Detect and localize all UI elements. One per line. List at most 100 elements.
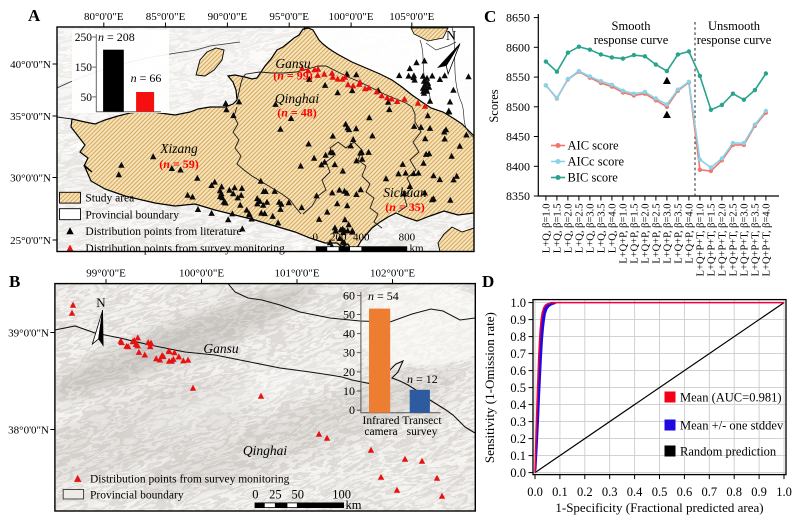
svg-text:L+Q+P, β=3.5: L+Q+P, β=3.5: [674, 204, 685, 264]
svg-text:Distribution points from surve: Distribution points from survey monitori…: [90, 473, 290, 485]
svg-text:L+Q+P+T, β=1.0: L+Q+P+T, β=1.0: [696, 204, 707, 277]
svg-text:0.7: 0.7: [510, 347, 526, 361]
svg-text:8350: 8350: [506, 189, 530, 203]
svg-text:Provincial boundary: Provincial boundary: [90, 489, 184, 501]
svg-text:L+Q+P+T, β=1.5: L+Q+P+T, β=1.5: [707, 204, 718, 277]
svg-text:response curve: response curve: [697, 33, 772, 47]
svg-text:99°0'0"E: 99°0'0"E: [86, 268, 126, 280]
svg-text:105°0'0"E: 105°0'0"E: [389, 11, 434, 23]
svg-text:L+Q, β=2.5: L+Q, β=2.5: [575, 204, 586, 254]
svg-text:250: 250: [75, 32, 93, 44]
svg-text:90°0'0"E: 90°0'0"E: [208, 11, 248, 23]
svg-text:100°0'0"E: 100°0'0"E: [179, 268, 224, 280]
svg-text:0.6: 0.6: [677, 485, 693, 499]
svg-text:8500: 8500: [506, 100, 530, 114]
svg-text:200: 200: [330, 231, 347, 243]
svg-text:0.8: 0.8: [510, 330, 526, 344]
svg-text:n = 66: n = 66: [131, 71, 162, 85]
svg-text:0.9: 0.9: [510, 313, 526, 327]
svg-text:Distribution points from surve: Distribution points from survey monitori…: [85, 243, 285, 255]
svg-text:0.9: 0.9: [751, 485, 767, 499]
svg-text:8650: 8650: [506, 11, 530, 25]
svg-text:Mean (AUC=0.981): Mean (AUC=0.981): [680, 390, 781, 404]
svg-text:50: 50: [343, 308, 355, 322]
svg-text:40°0'0"N: 40°0'0"N: [10, 59, 51, 71]
svg-text:L+Q, β=1.5: L+Q, β=1.5: [553, 204, 564, 254]
svg-text:Xizang: Xizang: [159, 141, 198, 156]
svg-text:N: N: [96, 295, 106, 310]
svg-text:100: 100: [332, 488, 351, 502]
svg-text:0.4: 0.4: [627, 485, 643, 499]
svg-text:survey: survey: [407, 426, 438, 438]
svg-text:L+Q+P, β=4.0: L+Q+P, β=4.0: [685, 204, 696, 264]
svg-text:L+Q, β=1.0: L+Q, β=1.0: [542, 204, 553, 254]
svg-text:Infrared: Infrared: [362, 415, 399, 427]
svg-text:0: 0: [313, 231, 319, 243]
svg-text:0.6: 0.6: [510, 364, 526, 378]
svg-text:Provincial boundary: Provincial boundary: [85, 209, 179, 221]
svg-text:L+Q, β=4.0: L+Q, β=4.0: [608, 204, 619, 254]
svg-text:km: km: [346, 498, 362, 512]
svg-text:Gansu: Gansu: [203, 341, 239, 356]
svg-text:L+Q, β=2.0: L+Q, β=2.0: [564, 204, 575, 254]
svg-text:102°0'0"E: 102°0'0"E: [370, 268, 415, 280]
svg-text:8550: 8550: [506, 70, 530, 84]
svg-text:30: 30: [343, 346, 355, 360]
svg-text:0.4: 0.4: [510, 398, 526, 412]
svg-text:n = 12: n = 12: [407, 372, 438, 386]
svg-text:25°0'0"N: 25°0'0"N: [10, 235, 51, 247]
svg-text:(n = 99): (n = 99): [273, 69, 313, 83]
svg-text:L+Q+P, β=2.0: L+Q+P, β=2.0: [641, 204, 652, 264]
svg-text:C: C: [484, 7, 496, 26]
svg-text:1-Specificity (Fractional pred: 1-Specificity (Fractional predicted area…: [555, 500, 763, 515]
svg-text:Study area: Study area: [85, 193, 134, 205]
svg-text:50: 50: [291, 488, 304, 502]
svg-text:L+Q+P, β=2.5: L+Q+P, β=2.5: [652, 204, 663, 264]
svg-text:L+Q+P+T, β=3.5: L+Q+P+T, β=3.5: [751, 204, 762, 277]
svg-text:Sensitivity (1-Omission rate): Sensitivity (1-Omission rate): [482, 312, 497, 463]
svg-text:Mean +/- one stddev: Mean +/- one stddev: [680, 418, 784, 432]
svg-text:101°0'0"E: 101°0'0"E: [274, 268, 319, 280]
svg-text:30°0'0"N: 30°0'0"N: [10, 173, 51, 185]
svg-text:39°0'0"N: 39°0'0"N: [8, 328, 49, 340]
svg-text:km: km: [410, 243, 425, 255]
svg-text:1.0: 1.0: [776, 485, 792, 499]
svg-text:(n = 59): (n = 59): [159, 157, 199, 171]
svg-text:0.2: 0.2: [577, 485, 593, 499]
svg-text:Unsmooth: Unsmooth: [708, 19, 761, 33]
svg-text:BIC score: BIC score: [568, 171, 619, 185]
svg-text:L+Q+P+T, β=2.0: L+Q+P+T, β=2.0: [718, 204, 729, 277]
svg-text:Distribution points from liter: Distribution points from literature: [85, 226, 241, 238]
svg-text:L+Q+P+T, β=2.5: L+Q+P+T, β=2.5: [729, 204, 740, 277]
svg-text:0.0: 0.0: [510, 466, 526, 480]
svg-text:AIC score: AIC score: [568, 139, 619, 153]
svg-text:800: 800: [399, 231, 416, 243]
svg-text:50: 50: [81, 92, 93, 104]
svg-text:L+Q+P, β=1.0: L+Q+P, β=1.0: [619, 204, 630, 264]
svg-text:N: N: [446, 29, 456, 44]
svg-text:Sichuan: Sichuan: [383, 185, 427, 200]
svg-text:60: 60: [343, 288, 355, 302]
svg-text:0: 0: [252, 488, 258, 502]
svg-text:D: D: [482, 272, 494, 291]
svg-text:n = 54: n = 54: [368, 289, 399, 303]
svg-text:L+Q+P, β=1.5: L+Q+P, β=1.5: [630, 204, 641, 264]
svg-text:25: 25: [269, 488, 282, 502]
svg-text:L+Q+P+T, β=4.0: L+Q+P+T, β=4.0: [762, 204, 773, 277]
svg-text:Transect: Transect: [402, 415, 442, 427]
svg-text:0: 0: [349, 403, 355, 417]
svg-text:8450: 8450: [506, 130, 530, 144]
svg-text:n = 208: n = 208: [98, 30, 135, 44]
svg-text:150: 150: [75, 62, 93, 74]
svg-text:response curve: response curve: [594, 33, 669, 47]
svg-text:Random prediction: Random prediction: [680, 444, 777, 458]
svg-text:0.1: 0.1: [552, 485, 568, 499]
svg-text:400: 400: [353, 231, 370, 243]
svg-text:10: 10: [343, 384, 355, 398]
svg-text:95°0'0"E: 95°0'0"E: [269, 11, 309, 23]
svg-text:Qinghai: Qinghai: [243, 443, 288, 458]
svg-text:100°0'0"E: 100°0'0"E: [329, 11, 374, 23]
svg-text:8600: 8600: [506, 40, 530, 54]
svg-text:0.7: 0.7: [701, 485, 717, 499]
svg-text:B: B: [9, 272, 20, 291]
